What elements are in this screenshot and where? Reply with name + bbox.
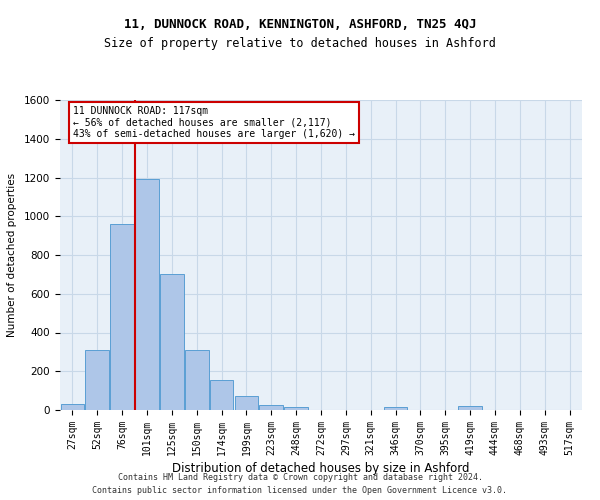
Bar <box>259 404 283 410</box>
Text: Contains public sector information licensed under the Open Government Licence v3: Contains public sector information licen… <box>92 486 508 495</box>
Y-axis label: Number of detached properties: Number of detached properties <box>7 173 17 337</box>
Bar <box>458 406 482 410</box>
Bar <box>160 274 184 410</box>
Bar <box>85 350 109 410</box>
Text: Contains HM Land Registry data © Crown copyright and database right 2024.: Contains HM Land Registry data © Crown c… <box>118 472 482 482</box>
Bar <box>135 180 159 410</box>
Text: 11 DUNNOCK ROAD: 117sqm
← 56% of detached houses are smaller (2,117)
43% of semi: 11 DUNNOCK ROAD: 117sqm ← 56% of detache… <box>73 106 355 139</box>
Bar <box>185 350 209 410</box>
Bar <box>235 396 258 410</box>
Bar <box>284 407 308 410</box>
Bar <box>110 224 134 410</box>
Bar <box>61 404 84 410</box>
Text: 11, DUNNOCK ROAD, KENNINGTON, ASHFORD, TN25 4QJ: 11, DUNNOCK ROAD, KENNINGTON, ASHFORD, T… <box>124 18 476 30</box>
X-axis label: Distribution of detached houses by size in Ashford: Distribution of detached houses by size … <box>172 462 470 475</box>
Bar <box>384 407 407 410</box>
Text: Size of property relative to detached houses in Ashford: Size of property relative to detached ho… <box>104 38 496 51</box>
Bar <box>210 380 233 410</box>
